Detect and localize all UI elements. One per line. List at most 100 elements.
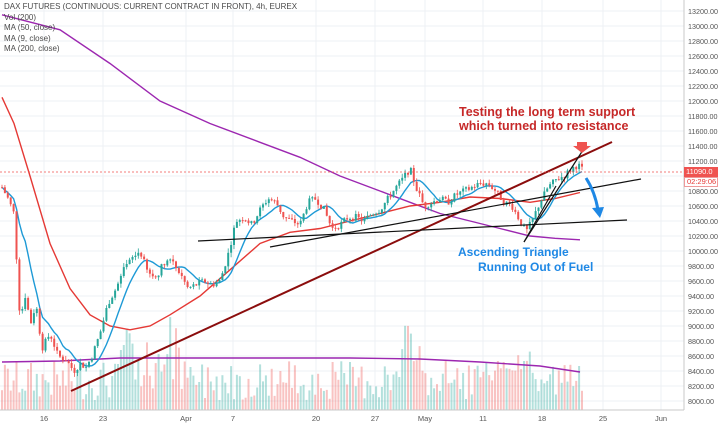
legend-volume: Vol (200) [4, 12, 37, 22]
candle-body [366, 215, 369, 219]
volume-bar [233, 399, 235, 410]
volume-bar [328, 398, 331, 410]
volume-bar [505, 368, 508, 410]
candle-body [198, 280, 201, 286]
candle-body [102, 320, 105, 332]
candle-body [572, 167, 575, 172]
volume-bar [279, 371, 282, 410]
candle-body [351, 218, 354, 221]
volume-bar [32, 390, 35, 410]
volume-bar [117, 364, 119, 410]
volume-bar [311, 374, 314, 410]
volume-bar [53, 361, 56, 410]
volume-bar [18, 392, 21, 410]
volume-bar [99, 369, 102, 410]
blue-arrow-head-icon [592, 207, 604, 218]
candle-body [247, 220, 250, 224]
candle-body [6, 193, 9, 198]
channel-upper-line[interactable] [523, 149, 584, 243]
volume-bar [349, 362, 351, 410]
volume-bar [537, 391, 540, 410]
volume-bar [119, 350, 122, 410]
candle-body [288, 217, 291, 219]
candle-body [253, 221, 256, 223]
price-tick-label: 11200.00 [688, 157, 717, 166]
volume-bar [267, 395, 270, 410]
volume-bar [525, 360, 528, 410]
candle-body [322, 206, 325, 209]
volume-bar [79, 366, 82, 410]
candle-body [221, 273, 224, 281]
volume-bar [552, 366, 554, 410]
candle-body [496, 190, 499, 192]
price-axis[interactable]: 13200.00 13000.00 12800.00 12600.00 12400.00… [688, 7, 718, 406]
candle-body [386, 195, 389, 203]
volume-bar [90, 388, 93, 410]
candle-body [50, 336, 53, 339]
volume-bar [189, 367, 192, 410]
time-tick-label: 18 [538, 414, 546, 423]
annotation-top-line2: which turned into resistance [458, 119, 629, 133]
candle-body [517, 211, 520, 220]
candle-body [96, 339, 99, 347]
candle-body [108, 303, 111, 308]
volume-bar [88, 380, 90, 410]
volume-bar [314, 394, 317, 410]
legend-ma200: MA (200, close) [4, 44, 60, 53]
volume-bar [531, 372, 534, 410]
volume-bar [195, 384, 198, 410]
candle-body [424, 202, 427, 208]
time-tick-label: 16 [40, 414, 48, 423]
candle-body [525, 225, 528, 230]
volume-bar [172, 379, 175, 410]
channel-lower-line[interactable] [523, 185, 557, 243]
candle-body [412, 168, 415, 182]
candle-body [311, 197, 314, 199]
candle-body [238, 220, 241, 222]
candle-body [154, 276, 157, 278]
volume-bar [520, 369, 523, 410]
candle-body [378, 212, 380, 214]
time-axis[interactable]: 16 23 Apr 7 20 27 May 11 18 25 Jun [40, 414, 667, 423]
candle-body [430, 203, 433, 208]
price-tick-label: 8600.00 [688, 352, 714, 361]
candle-body [357, 214, 360, 218]
volume-bar [380, 386, 383, 410]
volume-bar [424, 373, 427, 410]
volume-bar [209, 381, 212, 410]
candle-body [462, 188, 465, 192]
volume-bar [105, 385, 108, 410]
time-tick-label: Jun [655, 414, 667, 423]
volume-bar [169, 317, 172, 410]
volume-bar [407, 325, 409, 410]
volume-bar [473, 369, 476, 410]
candle-body [520, 219, 523, 226]
triangle-support-line[interactable] [197, 219, 628, 242]
candle-body [241, 220, 244, 222]
candle-body [114, 290, 117, 298]
volume-bar [488, 375, 491, 410]
candle-body [389, 195, 392, 198]
volume-bar [528, 351, 531, 410]
candle-body [233, 227, 235, 245]
candle-body [296, 223, 299, 225]
volume-bar [456, 368, 459, 410]
volume-bar [360, 366, 363, 410]
price-tick-label: 8400.00 [688, 367, 714, 376]
triangle-resistance-line[interactable] [269, 178, 642, 248]
candle-body [380, 209, 383, 213]
candle-body [291, 218, 293, 220]
candle-body [32, 313, 35, 324]
candle-body [140, 252, 143, 257]
candle-body [244, 220, 247, 222]
volume-bar [143, 375, 146, 410]
candle-body [157, 275, 160, 278]
volume-bar [543, 383, 546, 410]
volume-bar [340, 361, 343, 410]
long-term-support-line[interactable] [70, 141, 613, 392]
candle-body [270, 199, 273, 201]
volume-bar [151, 388, 154, 410]
candle-body [230, 245, 233, 253]
volume-bar [111, 376, 114, 410]
